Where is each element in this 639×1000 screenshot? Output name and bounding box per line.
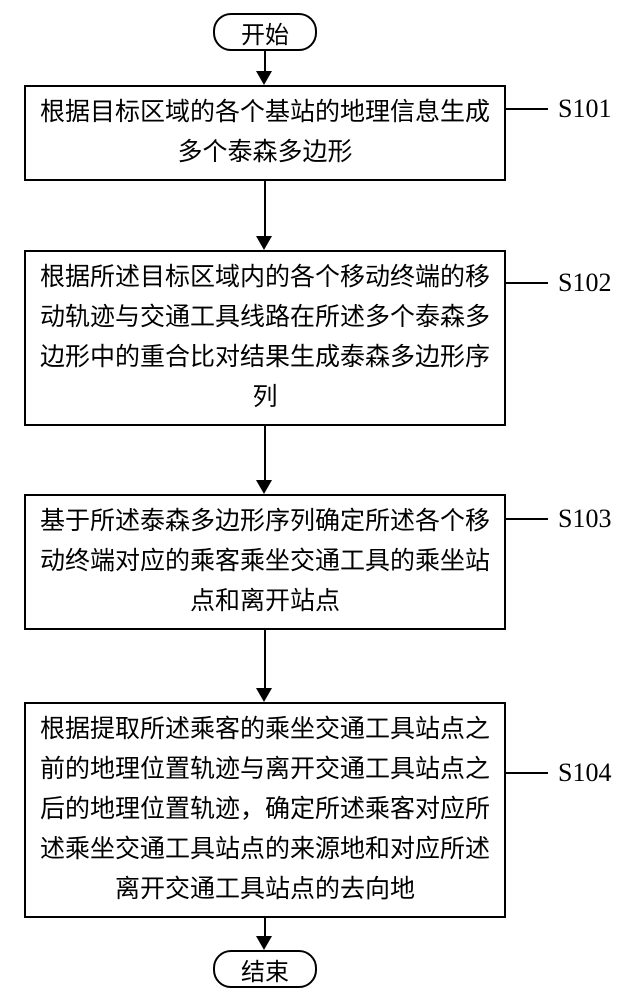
step-s101-text: 根据目标区域的各个基站的地理信息生成多个泰森多边形 xyxy=(38,93,492,173)
arrow-0-head xyxy=(256,71,272,85)
arrow-4-head xyxy=(256,936,272,950)
end-terminal: 结束 xyxy=(213,950,317,988)
flowchart-canvas: 开始 根据目标区域的各个基站的地理信息生成多个泰森多边形 S101 根据所述目标… xyxy=(0,0,639,1000)
label-s104: S104 xyxy=(558,758,611,788)
arrow-3-head xyxy=(256,688,272,702)
arrow-1-line xyxy=(264,181,266,236)
connector-s104 xyxy=(506,772,548,774)
step-s102: 根据所述目标区域内的各个移动终端的移动轨迹与交通工具线路在所述多个泰森多边形中的… xyxy=(24,250,506,426)
label-s101: S101 xyxy=(558,94,611,124)
label-s102: S102 xyxy=(558,268,611,298)
connector-s102 xyxy=(506,282,548,284)
start-label: 开始 xyxy=(241,15,289,50)
step-s104-text: 根据提取所述乘客的乘坐交通工具站点之前的地理位置轨迹与离开交通工具站点之后的地理… xyxy=(38,710,492,910)
arrow-2-line xyxy=(264,426,266,480)
step-s103-text: 基于所述泰森多边形序列确定所述各个移动终端对应的乘客乘坐交通工具的乘坐站点和离开… xyxy=(38,502,492,622)
step-s101: 根据目标区域的各个基站的地理信息生成多个泰森多边形 xyxy=(24,85,506,181)
end-label: 结束 xyxy=(241,952,289,987)
label-s103: S103 xyxy=(558,504,611,534)
start-terminal: 开始 xyxy=(213,13,317,51)
step-s102-text: 根据所述目标区域内的各个移动终端的移动轨迹与交通工具线路在所述多个泰森多边形中的… xyxy=(38,258,492,418)
arrow-0-line xyxy=(264,51,266,71)
connector-s101 xyxy=(506,108,548,110)
arrow-2-head xyxy=(256,480,272,494)
arrow-1-head xyxy=(256,236,272,250)
arrow-3-line xyxy=(264,630,266,688)
step-s103: 基于所述泰森多边形序列确定所述各个移动终端对应的乘客乘坐交通工具的乘坐站点和离开… xyxy=(24,494,506,630)
arrow-4-line xyxy=(264,918,266,936)
step-s104: 根据提取所述乘客的乘坐交通工具站点之前的地理位置轨迹与离开交通工具站点之后的地理… xyxy=(24,702,506,918)
connector-s103 xyxy=(506,518,548,520)
